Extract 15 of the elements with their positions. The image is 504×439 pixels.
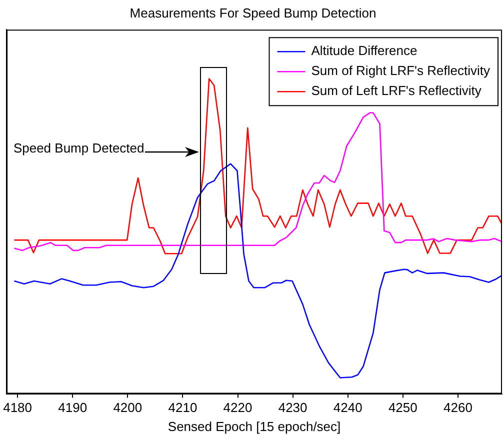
legend-label: Sum of Left LRF's Reflectivity: [311, 83, 482, 98]
legend-label: Sum of Right LRF's Reflectivity: [311, 63, 490, 78]
x-tick-label: 4190: [58, 400, 88, 416]
x-axis-title: Sensed Epoch [15 epoch/sec]: [168, 418, 341, 434]
chart-title: Measurements For Speed Bump Detection: [130, 5, 376, 20]
x-tick-label: 4220: [223, 400, 252, 416]
x-tick-label: 4180: [3, 400, 32, 416]
annotation: Speed Bump Detected: [13, 140, 144, 156]
x-tick-label: 4260: [444, 400, 472, 416]
x-tick-label: 4250: [388, 400, 418, 416]
legend-label: Altitude Difference: [311, 43, 418, 58]
x-tick-label: 4240: [333, 400, 362, 416]
x-tick-label: 4230: [278, 400, 308, 416]
x-tick-label: 4200: [113, 400, 142, 416]
x-tick-label: 4210: [168, 400, 198, 416]
